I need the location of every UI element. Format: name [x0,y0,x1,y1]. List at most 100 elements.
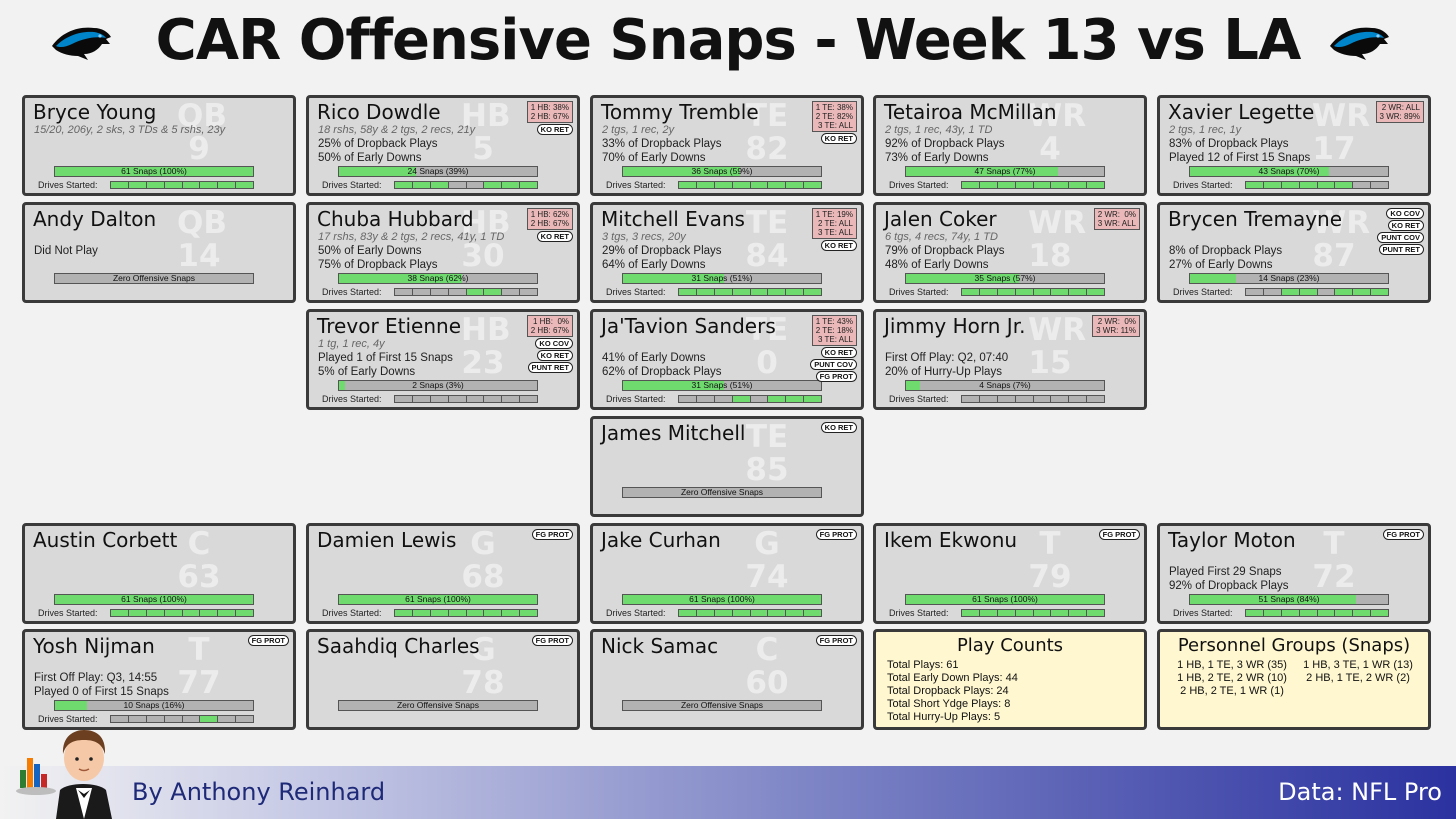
jersey-number: 87 [1312,238,1356,274]
jersey-number: 82 [745,131,789,167]
snap-bar: 61 Snaps (100%) [54,594,254,605]
player-usage-line: Played First 29 Snaps [1169,566,1282,578]
snap-bar: 43 Snaps (70%) [1189,166,1389,177]
snap-bar-fill [1190,167,1329,176]
drive-cell [128,182,147,188]
drives-started-track [394,395,538,403]
position-number-watermark: T 72 [1312,528,1356,594]
snap-bar: 61 Snaps (100%) [54,166,254,177]
drive-cell [466,396,485,402]
player-usage-line: Played 12 of First 15 Snaps [1169,152,1311,164]
snap-bar-fill [623,595,821,604]
special-teams-badge: FG PROT [815,529,857,540]
special-teams-badge: FG PROT [247,635,289,646]
player-name: Tommy Tremble [601,100,759,124]
player-card: WR 15 Jimmy Horn Jr. First Off Play: Q2, 07… [873,309,1147,410]
special-teams-badges: FG PROT [815,529,857,540]
player-usage-line: 5% of Early Downs [318,366,416,378]
personnel-split-box: 1 TE: 43% 2 TE: 18% 3 TE: ALL [811,315,857,346]
player-usage-line: 50% of Early Downs [318,152,422,164]
drive-cell [146,182,165,188]
drive-cell [1246,610,1264,616]
personnel-group: 1 HB, 3 TE, 1 WR (13) [1303,659,1413,671]
special-teams-badge: PUNT RET [527,362,573,373]
drive-cell [732,610,751,616]
snap-bar-label: 4 Snaps (7%) [979,380,1031,390]
drive-cell [395,289,413,295]
drives-started-track [678,609,822,617]
drive-cell [962,396,980,402]
player-stat-line: 18 rshs, 58y & 2 tgs, 2 recs, 21y [318,124,476,136]
player-usage-line: Played 1 of First 15 Snaps [318,352,453,364]
personnel-group: 2 HB, 1 TE, 2 WR (2) [1306,672,1410,684]
personnel-split-box: 1 HB: 62% 2 HB: 67% [526,208,573,230]
special-teams-badges: FG PROT [1098,529,1140,540]
special-teams-badges: KO RET [820,240,857,251]
special-teams-badges: FG PROT [531,635,573,646]
special-teams-badge: FG PROT [531,529,573,540]
drive-cell [412,289,431,295]
special-teams-badges: KO COV KO RET PUNT RET [527,338,573,373]
player-usage-line: 79% of Dropback Plays [885,245,1005,257]
snap-bar-label: 61 Snaps (100%) [121,166,187,176]
snap-bar-label: Zero Offensive Snaps [680,700,764,710]
drive-cell [111,182,129,188]
drive-cell [714,289,733,295]
player-usage-line: 92% of Dropback Plays [885,138,1005,150]
drive-cell [484,610,503,616]
snap-bar-label: 10 Snaps (16%) [123,700,185,710]
player-name: Chuba Hubbard [317,207,474,231]
personnel-split-box: 1 HB: 0% 2 HB: 67% [526,315,573,337]
player-name: Ja'Tavion Sanders [601,314,776,338]
drive-cell [1051,182,1070,188]
position-number-watermark: WR 87 [1312,207,1370,274]
jersey-number: 60 [745,665,789,701]
drive-cell [502,182,521,188]
personnel-split-box: 2 WR: 0% 3 WR: 11% [1092,315,1140,337]
snap-bar: 31 Snaps (51%) [622,380,822,391]
drive-cell [466,289,485,295]
drive-cell [182,716,201,722]
player-name: Rico Dowdle [317,100,441,124]
drives-started-track [110,609,254,617]
drive-cell [484,396,503,402]
player-name: Bryce Young [33,100,157,124]
drives-started-track [110,181,254,189]
personnel-group: 2 HB, 2 TE, 1 WR (1) [1180,685,1284,697]
data-source: Data: NFL Pro [1278,778,1442,806]
personnel-split-box: 2 WR: 0% 3 WR: ALL [1093,208,1140,230]
drive-cell [520,610,537,616]
player-stat-line: 15/20, 206y, 2 sks, 3 TDs & 5 rshs, 23y [34,124,226,136]
drive-cell [182,610,201,616]
special-teams-badge: KO COV [1386,208,1424,219]
snap-bar: 4 Snaps (7%) [905,380,1105,391]
drive-cell [1246,182,1264,188]
jersey-number: 18 [1028,238,1072,274]
drive-cell [218,182,237,188]
position-label: HB [461,98,511,134]
drive-cell [1069,182,1088,188]
player-usage-line: 8% of Dropback Plays [1169,245,1283,257]
drives-started-label: Drives Started: [38,180,98,190]
player-usage-line: First Off Play: Q2, 07:40 [885,352,1009,364]
player-stat-line: 2 tgs, 1 rec, 43y, 1 TD [885,124,993,136]
drive-cell [1015,610,1034,616]
player-name: Austin Corbett [33,528,178,552]
special-teams-badges: KO RET [820,422,857,433]
drives-started-label: Drives Started: [889,287,949,297]
special-teams-badge: KO COV [535,338,573,349]
personnel-group: 1 HB, 2 TE, 2 WR (10) [1177,672,1287,684]
drives-started-track [1245,609,1389,617]
jersey-number: 9 [188,131,210,167]
snap-bar: 36 Snaps (59%) [622,166,822,177]
special-teams-badge: FG PROT [1098,529,1140,540]
snap-bar-label: Zero Offensive Snaps [112,273,196,283]
drives-started-track [1245,288,1389,296]
drive-cell [236,716,253,722]
snap-bar-label: 47 Snaps (77%) [974,166,1036,176]
drive-cell [430,289,449,295]
player-card: TE 0 Ja'Tavion Sanders 41% of Early Downs 62… [590,309,864,410]
drives-started-label: Drives Started: [38,608,98,618]
snap-bar-label: 36 Snaps (59%) [691,166,753,176]
play-count-line: Total Early Down Plays: 44 [887,672,1018,684]
